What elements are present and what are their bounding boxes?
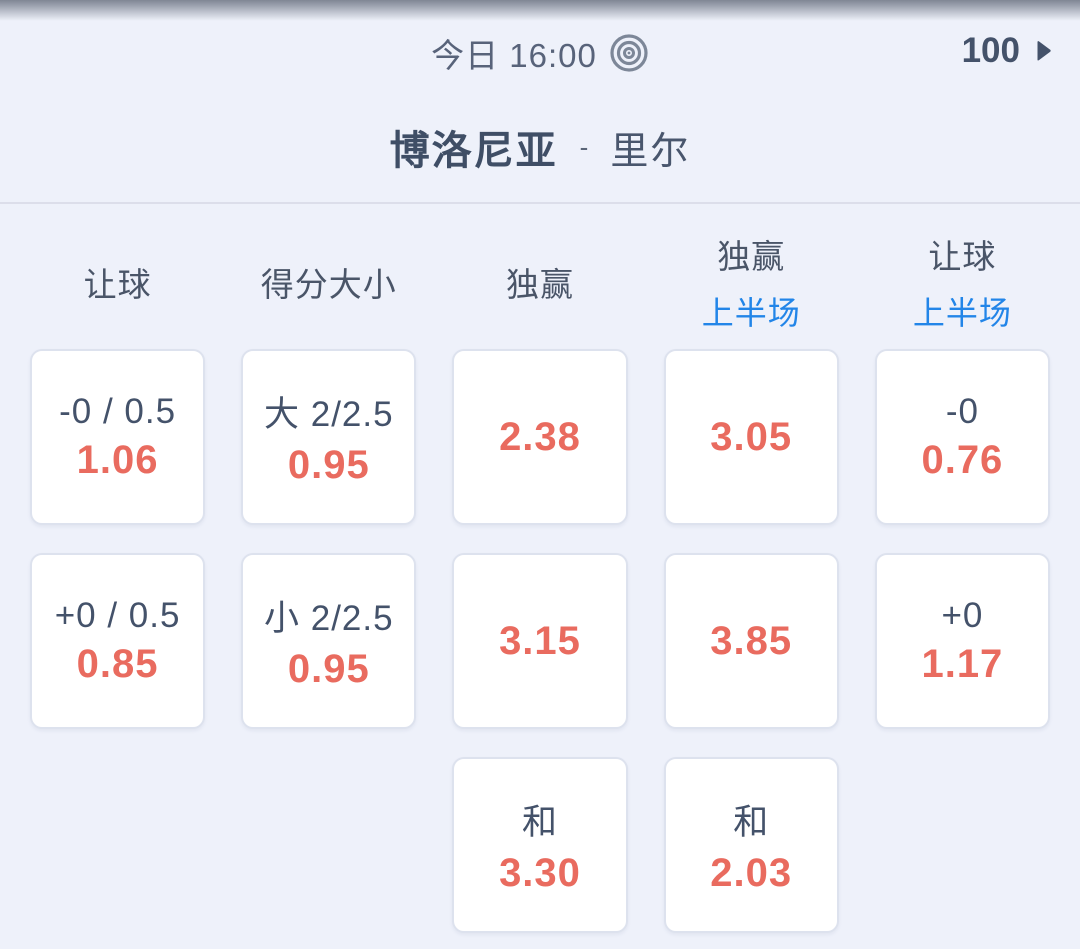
column-subtitle: 上半场 [701,295,801,331]
selection-label: -0 [945,391,979,431]
odds-cell-moneyline-half-home[interactable]: 3.05 [663,349,839,525]
column-title: 独赢 [505,266,574,303]
selection-label: -0 / 0.5 [59,391,177,431]
odds-cell-moneyline-away[interactable]: 3.15 [452,553,628,729]
odds-cell-handicap-half-away[interactable]: +0 1.17 [874,553,1050,729]
target-icon [609,33,649,73]
selection-label: 和 [521,803,558,842]
all-markets-button[interactable]: 100 [962,31,1052,71]
odds-value: 2.03 [710,851,793,895]
odds-value: 0.95 [287,443,370,487]
selection-label: 小 2/2.5 [264,599,394,638]
match-time-group: 今日 16:00 [431,15,649,77]
selection-label: 和 [733,803,770,842]
odds-cell-handicap-home[interactable]: -0 / 0.5 1.06 [30,349,206,525]
column-header-handicap: 让球 [30,230,205,334]
odds-value: 1.17 [921,641,1004,686]
odds-cell-moneyline-home[interactable]: 2.38 [452,349,628,525]
odds-cell-handicap-half-home[interactable]: -0 0.76 [874,349,1050,525]
odds-cell-moneyline-half-draw[interactable]: 和 2.03 [663,757,839,933]
column-title: 让球 [928,238,997,275]
topbar: 今日 16:00 100 [0,0,1080,92]
market-column-headers: 让球 得分大小 独赢 独赢 上半场 让球 上半场 [30,230,1050,331]
match-title: 博洛尼亚 - 里尔 [0,92,1080,204]
odds-value: 1.06 [76,437,159,482]
column-subtitle: 上半场 [912,295,1012,331]
match-time: 今日 16:00 [431,37,597,74]
odds-value: 3.30 [499,851,581,895]
odds-value: 3.85 [710,618,793,663]
column-header-moneyline: 独赢 [452,230,627,334]
column-title: 得分大小 [260,266,397,303]
column-title: 独赢 [717,238,786,275]
odds-value: 3.15 [499,618,581,663]
odds-value: 3.05 [710,414,793,459]
selection-label: +0 / 0.5 [54,595,181,635]
empty-slot [30,757,205,933]
column-header-total-points: 得分大小 [241,230,416,334]
empty-slot [241,757,416,933]
odds-value: 0.85 [76,641,159,686]
home-team-name: 博洛尼亚 [389,129,558,173]
chevron-right-icon [1036,40,1052,62]
odds-cell-moneyline-half-away[interactable]: 3.85 [663,553,839,729]
odds-cell-over[interactable]: 大 2/2.5 0.95 [241,349,417,525]
markets-count: 100 [961,30,1020,70]
odds-cell-under[interactable]: 小 2/2.5 0.95 [241,553,417,729]
odds-cell-handicap-away[interactable]: +0 / 0.5 0.85 [30,553,206,729]
selection-label: +0 [941,595,984,635]
column-header-handicap-first-half: 让球 上半场 [875,230,1050,334]
away-team-name: 里尔 [610,130,691,173]
column-header-moneyline-first-half: 独赢 上半场 [664,230,839,334]
odds-grid: -0 / 0.5 1.06 大 2/2.5 0.95 2.38 3.05 -0 … [30,349,1050,933]
empty-slot [875,757,1050,933]
column-title: 让球 [83,266,152,303]
odds-value: 0.95 [287,647,370,691]
team-separator: - [579,131,589,162]
odds-value: 0.76 [921,437,1004,482]
odds-value: 2.38 [499,414,581,459]
selection-label: 大 2/2.5 [264,395,394,434]
odds-cell-moneyline-draw[interactable]: 和 3.30 [452,757,628,933]
